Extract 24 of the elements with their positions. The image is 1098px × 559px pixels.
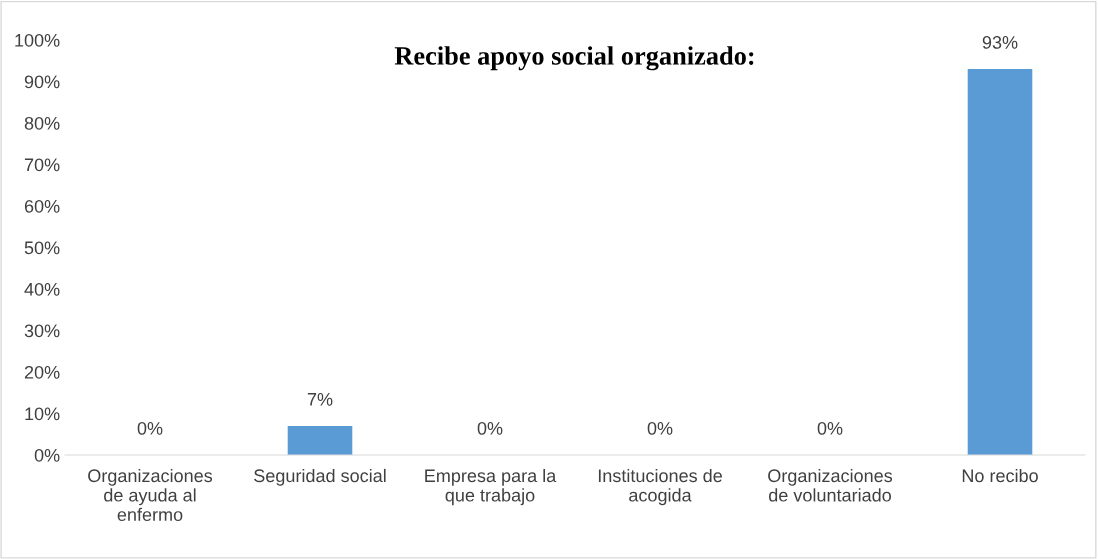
x-tick-label: Empresa para la que trabajo [425, 468, 557, 506]
x-tick-label: Instituciones de acogida [598, 468, 722, 506]
data-label: 7% [307, 393, 333, 406]
y-tick-label: 10% [25, 407, 60, 421]
y-tick-label: 20% [24, 365, 60, 379]
data-label: 93% [982, 36, 1018, 49]
chart-title: Recibe apoyo social organizado: [394, 46, 754, 71]
y-tick-label: 70% [24, 158, 60, 172]
y-tick-label: 90% [24, 75, 60, 89]
y-tick-label: 0% [34, 448, 60, 462]
data-label: 0% [817, 421, 843, 435]
data-label: 0% [477, 421, 503, 435]
y-tick-label: 60% [24, 199, 60, 213]
x-tick-label: Organizaciones de ayuda al enfermo [88, 468, 213, 522]
y-tick-label: 30% [24, 324, 60, 338]
y-tick-label: 100% [15, 33, 60, 47]
y-tick-label: 40% [24, 282, 60, 296]
data-label: 0% [137, 421, 163, 435]
x-tick-label: No recibo [962, 468, 1038, 483]
y-tick-label: 50% [24, 241, 60, 255]
y-tick-label: 80% [24, 116, 60, 130]
x-tick-label: Organizaciones de voluntariado [768, 468, 893, 502]
x-tick-label: Seguridad social [254, 468, 386, 486]
data-label: 0% [647, 421, 673, 435]
